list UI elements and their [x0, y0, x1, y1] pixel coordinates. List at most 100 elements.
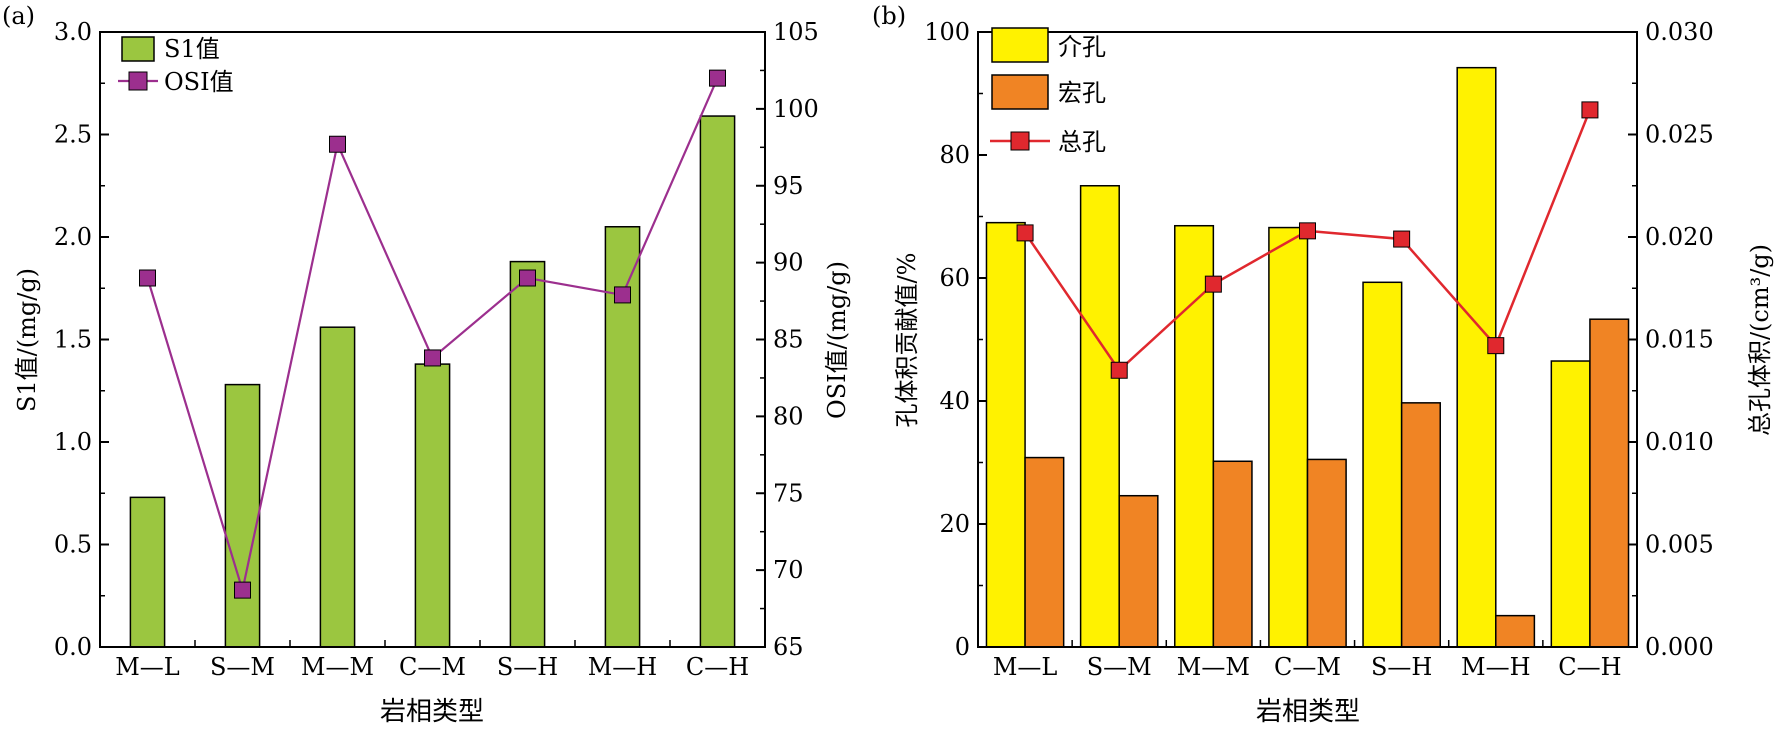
- bar-macropore: [1118, 494, 1159, 648]
- category-label: C—M: [399, 653, 466, 681]
- chart-panel-a: (a) 0.0 0.5 1.0 1.5 2.0 2.5 3.0 65 70 75 80 85 90 95…: [2, 2, 851, 727]
- left-tick-label: 60: [939, 264, 970, 292]
- bar-group: [129, 115, 736, 648]
- right-axis-ticks: 65 70 75 80 85 90 95 100 105: [756, 18, 819, 661]
- left-tick-label: 0: [955, 633, 970, 661]
- line-marker: [614, 286, 631, 304]
- bar-mesopore: [1079, 185, 1120, 648]
- line-marker: [1204, 275, 1222, 293]
- bar: [414, 363, 451, 648]
- right-tick-label: 85: [773, 326, 804, 354]
- left-tick-label: 3.0: [54, 18, 92, 46]
- category-label: M—H: [588, 653, 658, 681]
- bar: [129, 496, 166, 648]
- left-tick-label: 100: [924, 18, 970, 46]
- bar: [699, 115, 736, 648]
- left-tick-label: 20: [939, 510, 970, 538]
- right-tick-label: 0.020: [1645, 223, 1714, 251]
- category-label: M—L: [993, 653, 1058, 681]
- right-tick-label: 90: [773, 249, 804, 277]
- bar-mesopore: [1456, 66, 1497, 648]
- legend-label-osi: OSI值: [164, 68, 234, 96]
- line-marker: [1110, 361, 1128, 379]
- bar-macropore: [1495, 614, 1536, 648]
- bar: [319, 326, 356, 648]
- right-tick-label: 0.015: [1645, 326, 1714, 354]
- right-tick-label: 0.010: [1645, 428, 1714, 456]
- total-pore-markers: [1016, 101, 1599, 379]
- right-tick-label: 100: [773, 95, 819, 123]
- panel-label: (b): [872, 2, 906, 30]
- bar-mesopore: [1268, 226, 1309, 648]
- category-labels: M—L S—M M—M C—M S—H M—H C—H: [977, 640, 1638, 681]
- left-tick-label: 0.5: [54, 531, 92, 559]
- category-label: S—M: [1087, 653, 1152, 681]
- bar-mesopore: [985, 221, 1026, 648]
- x-axis-label: 岩相类型: [1256, 697, 1360, 727]
- right-tick-label: 70: [773, 556, 804, 584]
- legend-label-s1: S1值: [164, 35, 220, 63]
- line-marker: [709, 69, 726, 87]
- right-tick-label: 0.000: [1645, 633, 1714, 661]
- line-marker: [1016, 224, 1034, 242]
- panel-label: (a): [2, 2, 35, 30]
- right-tick-label: 95: [773, 172, 804, 200]
- category-labels: M—L S—M M—M C—M S—H M—H C—H: [99, 640, 766, 681]
- line-marker: [1393, 230, 1411, 248]
- bar-macropore: [1589, 318, 1630, 648]
- line-marker: [1487, 337, 1505, 355]
- line-marker: [234, 581, 251, 599]
- line-marker: [139, 269, 156, 287]
- right-tick-label: 0.025: [1645, 121, 1714, 149]
- right-tick-label: 80: [773, 402, 804, 430]
- line-marker: [519, 269, 536, 287]
- right-tick-label: 105: [773, 18, 819, 46]
- bar: [509, 260, 546, 648]
- right-tick-label: 0.030: [1645, 18, 1714, 46]
- osi-markers: [139, 69, 726, 599]
- legend: 介孔 宏孔 总孔: [990, 27, 1106, 156]
- line-marker: [424, 349, 441, 367]
- left-tick-label: 1.5: [54, 326, 92, 354]
- right-axis-label: OSI值/(mg/g): [823, 261, 851, 419]
- left-axis-ticks: 0.0 0.5 1.0 1.5 2.0 2.5 3.0: [54, 18, 109, 661]
- category-label: C—H: [686, 653, 749, 681]
- category-label: C—H: [1558, 653, 1621, 681]
- legend: S1值 OSI值: [118, 35, 234, 96]
- left-axis-ticks: 0 20 40 60 80 100: [924, 18, 987, 661]
- legend-marker-total: [1010, 131, 1030, 151]
- legend-label-mesopore: 介孔: [1058, 33, 1106, 61]
- bar: [224, 383, 261, 648]
- legend-marker-osi: [128, 71, 148, 91]
- bar-macropore: [1400, 402, 1441, 648]
- line-marker: [1581, 101, 1599, 119]
- right-tick-label: 65: [773, 633, 804, 661]
- legend-label-macropore: 宏孔: [1058, 79, 1106, 107]
- category-label: M—M: [301, 653, 374, 681]
- bar-mesopore: [1362, 281, 1403, 648]
- category-label: M—L: [115, 653, 180, 681]
- bar-mesopore: [1174, 224, 1215, 648]
- left-tick-label: 2.5: [54, 121, 92, 149]
- category-label: S—M: [210, 653, 275, 681]
- legend-swatch-s1: [121, 36, 155, 62]
- line-marker: [1299, 222, 1316, 240]
- category-label: S—H: [1371, 653, 1432, 681]
- bar-macropore: [1212, 460, 1253, 648]
- left-tick-label: 0.0: [54, 633, 92, 661]
- left-axis-label: S1值/(mg/g): [13, 268, 41, 412]
- right-tick-label: 75: [773, 479, 804, 507]
- legend-swatch-macropore: [991, 74, 1049, 110]
- category-label: M—M: [1177, 653, 1250, 681]
- category-label: C—M: [1274, 653, 1341, 681]
- legend-label-total: 总孔: [1058, 128, 1106, 156]
- category-label: M—H: [1461, 653, 1531, 681]
- right-axis-label: 总孔体积/(cm³/g): [1746, 244, 1774, 436]
- line-marker: [329, 135, 346, 153]
- right-axis-ticks: 0.000 0.005 0.010 0.015 0.020 0.025 0.030: [1628, 18, 1714, 661]
- left-tick-label: 2.0: [54, 223, 92, 251]
- bar-macropore: [1306, 458, 1347, 648]
- bar-mesopore: [1550, 360, 1591, 648]
